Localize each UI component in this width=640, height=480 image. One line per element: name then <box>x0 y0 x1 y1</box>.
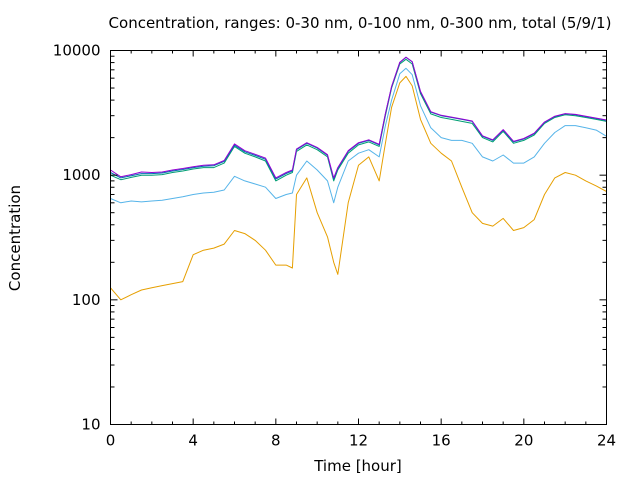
x-tick-label: 8 <box>271 432 281 450</box>
series-line-3 <box>110 58 607 182</box>
series-line-2 <box>110 67 607 204</box>
x-tick-label: 4 <box>188 432 198 450</box>
x-tick-label: 12 <box>349 432 368 450</box>
series-line-5 <box>110 56 607 179</box>
chart-title: Concentration, ranges: 0-30 nm, 0-100 nm… <box>109 14 612 32</box>
y-tick-label: 10000 <box>53 42 101 60</box>
axis-layer: 0 4 8 12 16 20 24 10 100 1000 10000 <box>53 42 616 450</box>
x-tick-label: 0 <box>106 432 116 450</box>
y-tick-label: 1000 <box>62 166 100 184</box>
series-line-1 <box>110 75 607 301</box>
x-tick-label: 24 <box>597 432 616 450</box>
plot-frame <box>110 50 607 425</box>
x-tick-label: 16 <box>432 432 451 450</box>
y-tick-label: 10 <box>81 416 100 434</box>
x-axis-label: Time [hour] <box>313 457 402 475</box>
y-axis-label: Concentration <box>6 185 24 291</box>
x-tick-label: 20 <box>514 432 533 450</box>
y-tick-label: 100 <box>72 291 101 309</box>
series-layer <box>110 56 607 301</box>
